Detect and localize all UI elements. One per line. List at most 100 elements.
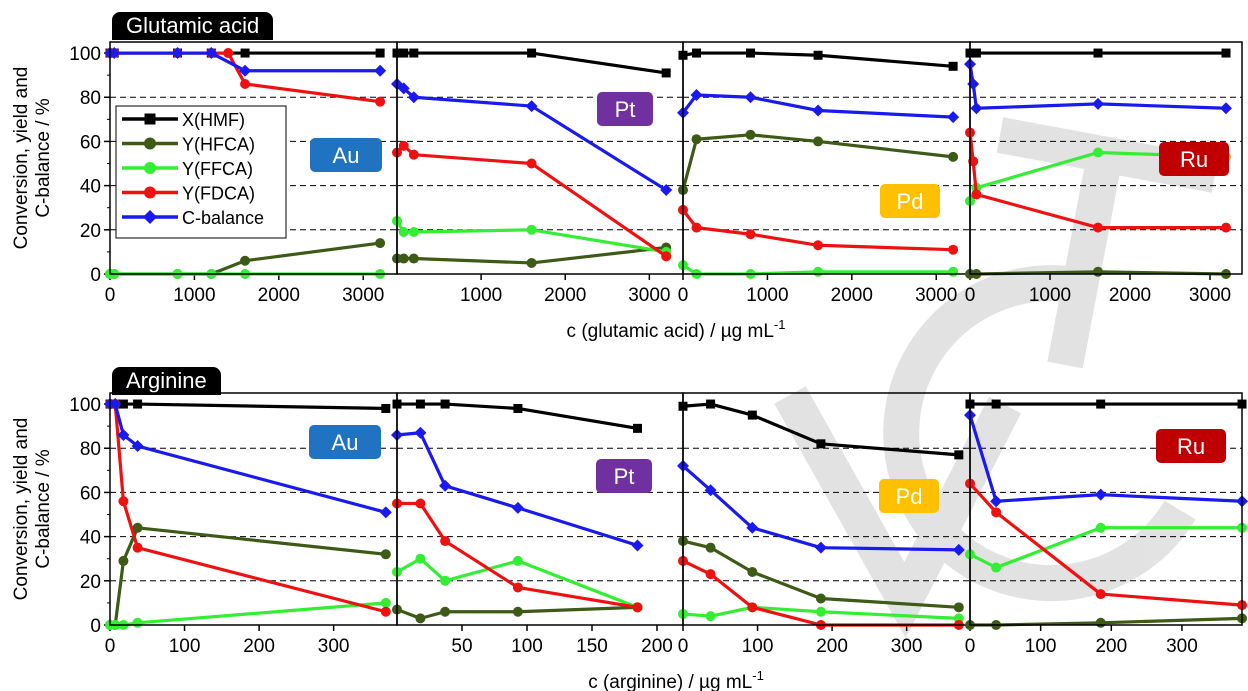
series-x-hmf: [678, 48, 958, 71]
y-tick-label: 100: [69, 395, 101, 416]
data-point: [117, 428, 130, 441]
legend: X(HMF) Y(HFCA) Y(FFCA) Y(FDCA) C-balance: [115, 105, 287, 239]
x-tick-label: 200: [641, 636, 673, 657]
series-c-balance: [677, 459, 965, 556]
panel-au: 0 100 200 300 Au: [104, 392, 398, 657]
data-point: [118, 496, 129, 507]
data-point: [971, 189, 982, 200]
watermark-letter-w: [774, 386, 1022, 639]
data-point: [511, 501, 524, 514]
x-tick-label: 1000: [460, 285, 502, 306]
series-line: [110, 402, 386, 411]
data-point: [132, 542, 143, 553]
data-point: [706, 399, 716, 409]
series-y-hfca: [678, 129, 959, 196]
metal-label-text: Ru: [1180, 147, 1208, 172]
metal-label-text: Pt: [614, 464, 635, 489]
data-point: [815, 593, 826, 604]
series-y-fdca: [678, 204, 959, 255]
data-point: [408, 253, 419, 264]
x-tick-label: 1000: [746, 285, 788, 306]
metal-label-ru: Ru: [1159, 142, 1229, 176]
panel-pt: 1000 2000 3000 Pt: [391, 41, 684, 306]
data-point: [747, 410, 757, 420]
data-point: [513, 403, 523, 413]
x-axis-label: c (glutamic acid) / µg mL-1: [567, 317, 786, 342]
data-point: [948, 266, 959, 277]
panel-frame: [682, 41, 971, 275]
y-tick-label: 60: [80, 132, 101, 153]
data-point: [398, 253, 409, 264]
y-tick-label: 20: [80, 221, 101, 242]
metal-label-text: Ru: [1177, 434, 1205, 459]
y-axis-label-line: Conversion, yield and: [11, 67, 32, 250]
data-point: [380, 597, 391, 608]
data-point: [109, 398, 122, 411]
panel-ru: 0 100 200 300 Ru: [964, 392, 1248, 657]
metal-label-box: [1159, 142, 1229, 176]
y-tick-label: 0: [90, 265, 101, 286]
data-point: [970, 102, 983, 115]
data-point: [512, 555, 523, 566]
x-tick-label: 0: [965, 636, 976, 657]
legend-label: C-balance: [182, 208, 264, 228]
data-point: [415, 498, 426, 509]
metal-label-box: [597, 92, 653, 126]
legend-label: Y(FDCA): [182, 184, 255, 204]
data-point: [991, 399, 1001, 409]
data-point: [397, 82, 410, 95]
legend-marker: [144, 137, 156, 150]
metal-label-box: [879, 479, 939, 513]
data-point: [526, 257, 537, 268]
series-line: [968, 414, 1243, 503]
x-tick-label: 100: [511, 636, 543, 657]
data-point: [440, 575, 451, 586]
data-point: [414, 426, 427, 439]
data-point: [415, 613, 426, 624]
y-tick-label: 60: [80, 483, 101, 504]
y-axis-label-line: C-balance / %: [33, 449, 54, 568]
data-point: [1094, 488, 1107, 501]
data-point: [525, 100, 538, 113]
y-axis-label: Conversion, yield andC-balance / %: [11, 418, 54, 601]
data-point: [1095, 589, 1106, 600]
series-x-hmf: [105, 399, 391, 413]
y-tick-label: 40: [80, 528, 101, 549]
data-point: [118, 555, 129, 566]
x-tick-label: 300: [891, 636, 923, 657]
data-point: [408, 227, 419, 238]
metal-label-pd: Pd: [879, 479, 939, 513]
data-point: [380, 606, 391, 617]
x-tick-label: 200: [243, 636, 275, 657]
data-point: [409, 48, 419, 58]
data-point: [526, 224, 537, 235]
legend-item-y-ffca: Y(FFCA): [122, 159, 253, 179]
data-point: [407, 91, 420, 104]
data-point: [240, 48, 250, 58]
legend-marker: [143, 210, 157, 224]
data-point: [660, 184, 673, 197]
data-point: [813, 240, 824, 251]
data-point: [947, 111, 960, 124]
data-point: [1093, 266, 1103, 277]
metal-label-pt: Pt: [596, 459, 652, 493]
legend-item-c-balance: C-balance: [122, 208, 264, 228]
metal-label-box: [880, 184, 940, 218]
data-point: [375, 48, 385, 58]
legend-marker: [144, 113, 156, 125]
data-point: [815, 606, 826, 617]
data-point: [948, 151, 959, 162]
data-point: [1093, 222, 1103, 233]
data-point: [1220, 102, 1232, 115]
metal-label-au: Au: [309, 425, 381, 459]
row-arginine: 0 20 40 60 80 100 Conversion, yield andC-balan…: [11, 392, 1248, 691]
data-point: [1095, 617, 1106, 628]
data-point: [1096, 399, 1106, 409]
legend-label: Y(FFCA): [182, 159, 253, 179]
data-point: [240, 78, 251, 89]
data-point: [967, 77, 980, 90]
data-point: [527, 48, 537, 58]
data-point: [690, 89, 703, 102]
